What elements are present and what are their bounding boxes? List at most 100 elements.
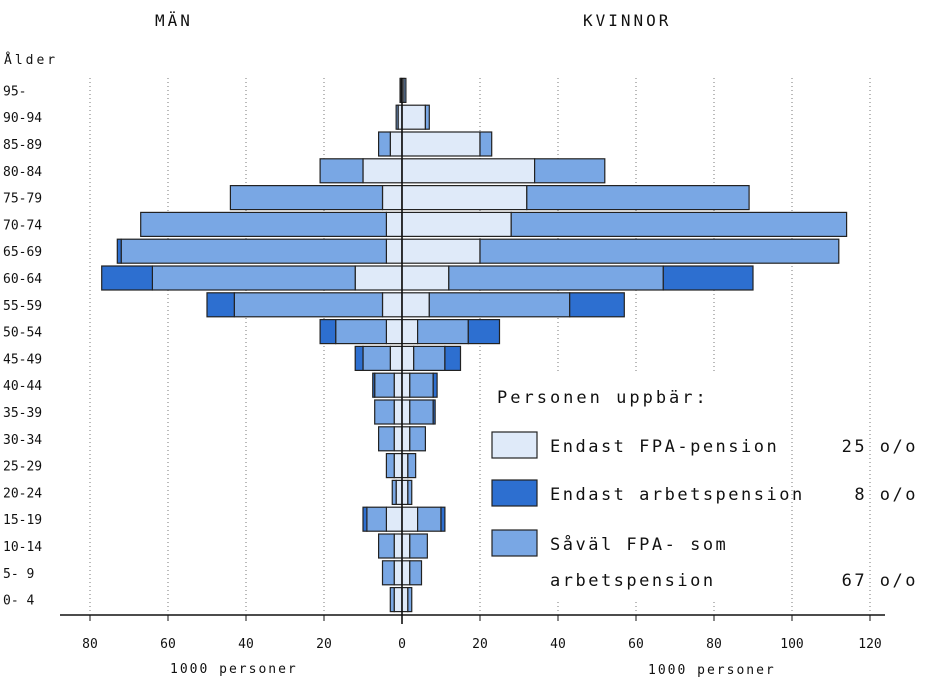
legend-swatch [491,529,538,557]
bar-women-s-v-l-fpa-som-arbetspension [479,131,493,157]
bar-women-endast-fpa-pension [401,131,481,157]
bar-men-endast-arbetspension [101,265,153,291]
bar-women-s-v-l-fpa-som-arbetspension [409,372,434,398]
age-label: 40-44 [3,379,42,394]
age-label: 45-49 [3,352,42,367]
x-tick-label: 20 [316,637,332,652]
bar-men-endast-arbetspension [354,345,364,371]
bar-women-endast-fpa-pension [401,372,411,398]
bar-women-s-v-l-fpa-som-arbetspension [409,399,434,425]
bar-men-endast-fpa-pension [393,453,403,479]
age-label: 95- [3,84,26,99]
bar-men-s-v-l-fpa-som-arbetspension [389,586,395,613]
bar-men-s-v-l-fpa-som-arbetspension [374,399,395,425]
bar-women-endast-fpa-pension [401,104,426,130]
legend-title: Personen uppbär: [497,388,709,408]
age-label: 70-74 [3,218,42,233]
bar-men-s-v-l-fpa-som-arbetspension [399,77,402,104]
age-labels: 95- 90-94 85-89 80-84 75-79 70-74 65-69 60-64 55… [3,84,42,608]
age-label: 0- 4 [3,594,34,609]
gridlines [89,78,871,614]
legend-share: 8 o/o [854,485,918,505]
bar-women-endast-fpa-pension [401,345,415,371]
bar-women-s-v-l-fpa-som-arbetspension [413,345,446,371]
age-label: 50-54 [3,326,42,341]
bar-men-endast-fpa-pension [385,506,403,532]
legend-label: arbetspension [550,571,716,591]
x-axis-label-right: 1000 personer [648,663,776,678]
bar-women-endast-arbetspension [444,345,462,371]
age-label: 35-39 [3,406,42,421]
bar-women-s-v-l-fpa-som-arbetspension [533,158,606,184]
age-label: 10-14 [3,540,42,555]
x-tick-label: 60 [628,637,644,652]
legend-label: Endast FPA-pension [550,437,779,457]
bar-men-s-v-l-fpa-som-arbetspension [335,319,388,345]
bar-men-endast-fpa-pension [393,372,403,398]
bar-men-s-v-l-fpa-som-arbetspension [140,211,387,237]
bar-men-endast-arbetspension [116,238,122,264]
bar-men-s-v-l-fpa-som-arbetspension [120,238,388,264]
legend-share: 67 o/o [842,571,918,591]
x-tick-label: 0 [398,637,406,652]
x-tick-label: 60 [160,637,176,652]
age-label: 65-69 [3,245,42,260]
bar-women-s-v-l-fpa-som-arbetspension [417,506,442,532]
bar-men-endast-fpa-pension [389,131,403,157]
bar-women-endast-arbetspension [467,319,501,345]
bar-women-endast-fpa-pension [401,586,409,613]
bar-women-s-v-l-fpa-som-arbetspension [526,185,750,211]
bar-men-endast-fpa-pension [393,586,403,613]
x-axis-label-left: 1000 personer [170,662,298,677]
bar-women-endast-fpa-pension [401,238,481,264]
bar-women-s-v-l-fpa-som-arbetspension [403,77,407,104]
bar-women-s-v-l-fpa-som-arbetspension [407,586,413,613]
bar-men-endast-arbetspension [319,319,337,345]
legend: Personen uppbär: Endast FPA-pension 25 o/… [483,372,918,602]
bar-men-endast-fpa-pension [393,399,403,425]
bar-men-endast-arbetspension [362,506,368,532]
bar-men-s-v-l-fpa-som-arbetspension [374,372,395,398]
age-label: 30-34 [3,433,42,448]
age-label: 75-79 [3,192,42,207]
age-label: 15-19 [3,513,42,528]
bar-men-endast-fpa-pension [395,479,403,505]
bar-men-s-v-l-fpa-som-arbetspension [319,158,364,184]
bar-women-endast-arbetspension [569,292,625,318]
bar-women-endast-fpa-pension [401,399,411,425]
legend-swatch [491,431,538,459]
bar-women-s-v-l-fpa-som-arbetspension [409,533,428,559]
bar-women-endast-fpa-pension [401,158,536,184]
bar-women-endast-fpa-pension [401,426,411,452]
bar-women-endast-fpa-pension [401,211,512,237]
bar-women-s-v-l-fpa-som-arbetspension [409,560,423,586]
bar-men-s-v-l-fpa-som-arbetspension [378,533,395,559]
y-axis-label: Ålder [4,52,58,68]
age-label: 25-29 [3,460,42,475]
bar-women-endast-fpa-pension [401,453,409,479]
age-label: 55-59 [3,299,42,314]
bar-women-s-v-l-fpa-som-arbetspension [407,453,417,479]
bar-men-s-v-l-fpa-som-arbetspension [233,292,384,318]
bar-men-endast-fpa-pension [354,265,403,291]
age-label: 85-89 [3,138,42,153]
bar-women-s-v-l-fpa-som-arbetspension [417,319,469,345]
bar-women-endast-arbetspension [432,399,436,425]
bar-women-endast-fpa-pension [401,479,409,505]
x-tick-label: 40 [238,637,254,652]
legend-share: 25 o/o [842,437,918,457]
legend-label: Såväl FPA- som [550,534,728,555]
bar-men-endast-fpa-pension [393,560,403,586]
bar-men-s-v-l-fpa-som-arbetspension [385,453,395,479]
bar-women-endast-fpa-pension [401,319,419,345]
bar-women-endast-fpa-pension [401,292,430,318]
bar-men-endast-fpa-pension [389,345,403,371]
bar-men-endast-fpa-pension [393,533,403,559]
x-tick-label: 20 [472,637,488,652]
x-tick-label: 100 [780,637,803,652]
age-label: 80-84 [3,165,42,180]
legend-swatch [491,479,538,507]
age-label: 90-94 [3,111,42,126]
bar-men-endast-fpa-pension [381,185,403,211]
